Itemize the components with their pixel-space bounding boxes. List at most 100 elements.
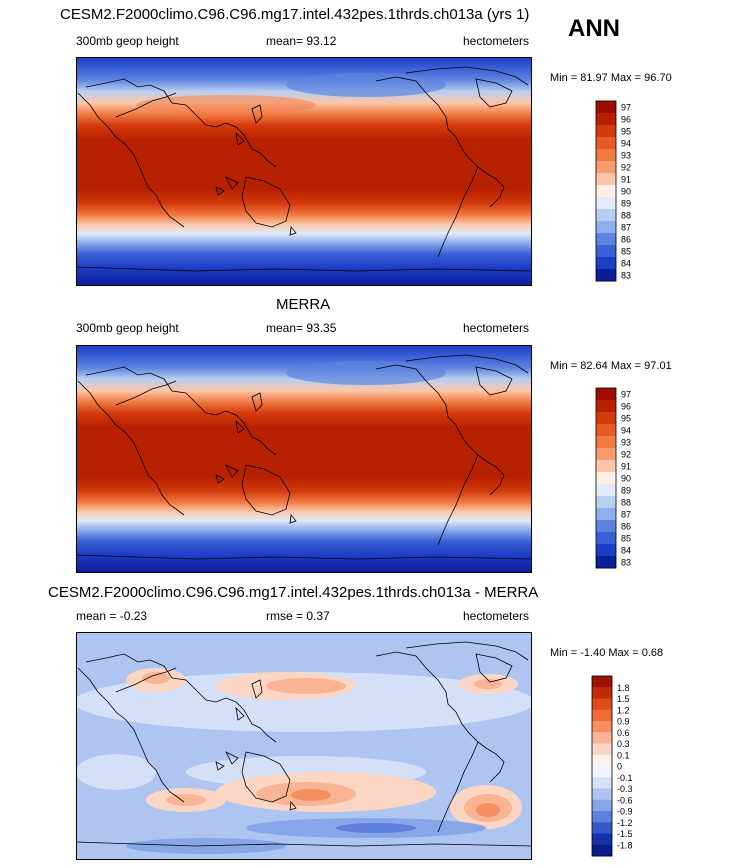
panel3-colorbar-label: 0.3 [617,739,630,749]
panel2-colorbar-label: 94 [621,426,631,436]
panel1-colorbar-swatch [596,269,616,282]
panel1-colorbar-frame [595,100,617,282]
panel3-rmse-label: rmse = 0.37 [266,609,330,623]
panel3-mean-label: mean = -0.23 [76,609,148,623]
panel3-colorbar-swatch [592,721,612,733]
panel3-colorbar-label: 0.9 [617,717,630,727]
panel2-map [76,345,532,573]
panel1-units-label: hectometers [463,34,530,48]
panel2-colorbar-swatch [596,520,616,533]
panel3-colorbar-swatch [592,766,612,778]
panel2-colorbar-swatch [596,424,616,437]
panel2-colorbar-label: 84 [621,546,631,556]
panel2-colorbar-label: 91 [621,462,631,472]
panel1-colorbar: 97 96 95 94 93 92 91 90 89 88 87 86 85 84 83 [595,100,631,282]
panel2-map-frame [76,345,532,573]
panel2-units-label: hectometers [463,321,530,335]
panel1-variable-label: 300mb geop height [76,34,179,48]
panel2-colorbar-swatch [596,496,616,509]
panel3-anomaly-warm-4-peak [291,789,331,801]
panel2-colorbar-swatch [596,544,616,557]
panel1-colorbar-label: 88 [621,211,631,221]
panel2-colorbar-swatch [596,436,616,449]
panel3-colorbar-swatch [592,844,612,857]
panel2-coastlines [76,354,532,560]
panel3-colorbar-swatch [592,811,612,823]
panel3-colorbar-swatch [592,777,612,789]
panel1-colorbar-swatch [596,233,616,246]
panel3-units-label: hectometers [463,609,530,623]
panel3-colorbar-label: -1.5 [617,829,633,839]
panel2-variable-label: 300mb geop height [76,321,179,335]
panel1-subtropical-band [136,95,316,115]
panel2-north-pacific-trough [286,361,446,385]
panel2-colorbar-swatch [596,532,616,545]
panel3-colorbar-swatch [592,687,612,699]
panel2-colorbar-label: 89 [621,486,631,496]
panel3-anomaly-warm-3-core [474,679,502,689]
panel3-map [76,632,532,860]
panel1-colorbar-label: 93 [621,151,631,161]
panel2-minmax: Min = 82.64 Max = 97.01 [550,360,672,372]
panel3-colorbar-swatch [592,732,612,744]
panel2-colorbar-swatch [596,556,616,569]
panel1-colorbar-swatch [596,185,616,198]
panel1-colorbar-swatch [596,245,616,258]
panel3-colorbar-label: 0 [617,762,622,772]
panel2-colorbar-swatch [596,472,616,485]
panel2-colorbar-swatch [596,388,616,401]
panel1-colorbar-label: 90 [621,187,631,197]
panel1-colorbar-swatch [596,209,616,222]
panel3-colorbar-swatch [592,709,612,722]
panel1-field [76,57,532,286]
panel1-map [76,57,532,286]
panel3-colorbar-swatch [592,743,612,756]
panel3-coastlines [76,641,532,847]
panel3-colorbar-label: 1.5 [617,694,630,704]
panel1-colorbar-label: 96 [621,115,631,125]
panel2-title: MERRA [276,296,331,313]
panel1-mean-label: mean= 93.12 [266,34,337,48]
panel2-colorbar-label: 92 [621,450,631,460]
panel3-colorbar-label: -0.6 [617,795,633,805]
panel1-map-frame [76,57,532,286]
panel1-coastlines [76,66,532,272]
panel1-colorbar-swatch [596,161,616,174]
panel2-colorbar-label: 87 [621,510,631,520]
panel3-minmax: Min = -1.40 Max = 0.68 [550,647,664,659]
panel1-colorbar-swatch [596,149,616,162]
panel3-title: CESM2.F2000climo.C96.C96.mg17.intel.432p… [48,584,539,601]
panel2-mean-label: mean= 93.35 [266,321,337,335]
panel2-colorbar-label: 93 [621,438,631,448]
panel2-colorbar-swatch [596,448,616,461]
panel2-colorbar-label: 97 [621,390,631,400]
panel2-colorbar-swatch [596,508,616,521]
panel3-colorbar-label: 0.6 [617,728,630,738]
panel3-colorbar-swatch [592,676,612,688]
panel1-colorbar-swatch [596,173,616,186]
panel3-colorbar-label: -0.9 [617,807,633,817]
panel3-anomaly-warm-2-core [266,678,346,694]
panel1-colorbar-swatch [596,221,616,234]
panel1-colorbar-label: 87 [621,223,631,233]
panel2-colorbar-label: 85 [621,534,631,544]
panel1-colorbar-label: 94 [621,139,631,149]
panel3-anomaly-weak-1 [76,754,156,790]
panel3-colorbar-frame [591,675,613,857]
panel1-title: CESM2.F2000climo.C96.C96.mg17.intel.432p… [60,6,530,23]
panel1-colorbar-label: 89 [621,199,631,209]
panel3-colorbar-swatch [592,788,612,801]
panel1-colorbar-swatch [596,137,616,150]
panel2-colorbar-label: 88 [621,498,631,508]
panel1-colorbar-swatch [596,125,616,138]
panel3-colorbar-label: 1.8 [617,683,630,693]
panel1-minmax: Min = 81.97 Max = 96.70 [550,72,672,84]
panel3-colorbar-swatch [592,799,612,812]
panel2-colorbar-label: 86 [621,522,631,532]
panel1-colorbar-label: 86 [621,235,631,245]
panel2-colorbar-label: 90 [621,474,631,484]
panel3-anomaly-cool-1-core [336,823,416,833]
panel1-colorbar-label: 92 [621,163,631,173]
panel3-anomaly-warm-5-core [166,794,206,806]
panel2-field [76,345,532,573]
